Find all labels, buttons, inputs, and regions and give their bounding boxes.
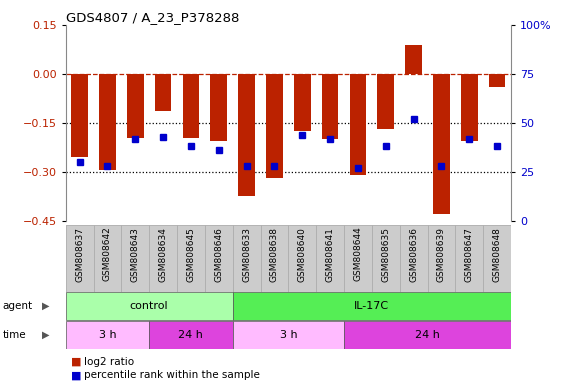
Text: GSM808640: GSM808640 xyxy=(297,227,307,281)
Text: 24 h: 24 h xyxy=(179,330,203,340)
Bar xyxy=(322,74,339,139)
Bar xyxy=(238,74,255,196)
Text: GSM808636: GSM808636 xyxy=(409,227,418,281)
Text: GSM808638: GSM808638 xyxy=(270,227,279,281)
Bar xyxy=(127,74,144,137)
Bar xyxy=(461,74,477,141)
Text: GSM808642: GSM808642 xyxy=(103,227,112,281)
Text: ▶: ▶ xyxy=(42,301,49,311)
Text: GSM808633: GSM808633 xyxy=(242,227,251,281)
Bar xyxy=(344,225,372,292)
Text: ■: ■ xyxy=(71,370,82,381)
Bar xyxy=(71,74,88,157)
Bar xyxy=(405,45,422,74)
Bar xyxy=(288,225,316,292)
Bar xyxy=(456,225,483,292)
Text: time: time xyxy=(3,330,26,340)
Bar xyxy=(99,74,116,170)
Text: GSM808648: GSM808648 xyxy=(493,227,502,281)
Text: ■: ■ xyxy=(71,356,82,367)
Bar xyxy=(260,225,288,292)
Text: 3 h: 3 h xyxy=(280,330,297,340)
Text: GDS4807 / A_23_P378288: GDS4807 / A_23_P378288 xyxy=(66,11,239,24)
Text: GSM808639: GSM808639 xyxy=(437,227,446,281)
Bar xyxy=(344,321,511,349)
Bar xyxy=(316,225,344,292)
Bar xyxy=(377,74,394,129)
Text: ▶: ▶ xyxy=(42,330,49,340)
Bar xyxy=(149,321,233,349)
Bar xyxy=(294,74,311,131)
Text: GSM808644: GSM808644 xyxy=(353,227,363,281)
Bar xyxy=(266,74,283,178)
Text: 3 h: 3 h xyxy=(99,330,116,340)
Text: GSM808637: GSM808637 xyxy=(75,227,84,281)
Bar xyxy=(149,225,177,292)
Bar xyxy=(483,225,511,292)
Text: agent: agent xyxy=(3,301,33,311)
Bar xyxy=(177,225,205,292)
Text: GSM808646: GSM808646 xyxy=(214,227,223,281)
Bar xyxy=(205,225,233,292)
Bar xyxy=(66,293,233,320)
Text: control: control xyxy=(130,301,168,311)
Bar xyxy=(428,225,456,292)
Text: log2 ratio: log2 ratio xyxy=(84,356,134,367)
Bar xyxy=(433,74,450,214)
Bar xyxy=(66,321,149,349)
Bar xyxy=(210,74,227,141)
Bar xyxy=(122,225,149,292)
Text: 24 h: 24 h xyxy=(415,330,440,340)
Text: IL-17C: IL-17C xyxy=(354,301,389,311)
Bar xyxy=(94,225,122,292)
Bar xyxy=(372,225,400,292)
Text: GSM808634: GSM808634 xyxy=(159,227,168,281)
Text: GSM808647: GSM808647 xyxy=(465,227,474,281)
Text: GSM808641: GSM808641 xyxy=(325,227,335,281)
Bar xyxy=(233,225,260,292)
Bar xyxy=(349,74,367,175)
Bar xyxy=(233,293,511,320)
Bar xyxy=(66,225,94,292)
Text: GSM808645: GSM808645 xyxy=(186,227,195,281)
Bar xyxy=(155,74,171,111)
Text: GSM808635: GSM808635 xyxy=(381,227,391,281)
Text: GSM808643: GSM808643 xyxy=(131,227,140,281)
Bar xyxy=(489,74,505,87)
Bar xyxy=(183,74,199,137)
Text: percentile rank within the sample: percentile rank within the sample xyxy=(84,370,260,381)
Bar xyxy=(400,225,428,292)
Bar xyxy=(233,321,344,349)
